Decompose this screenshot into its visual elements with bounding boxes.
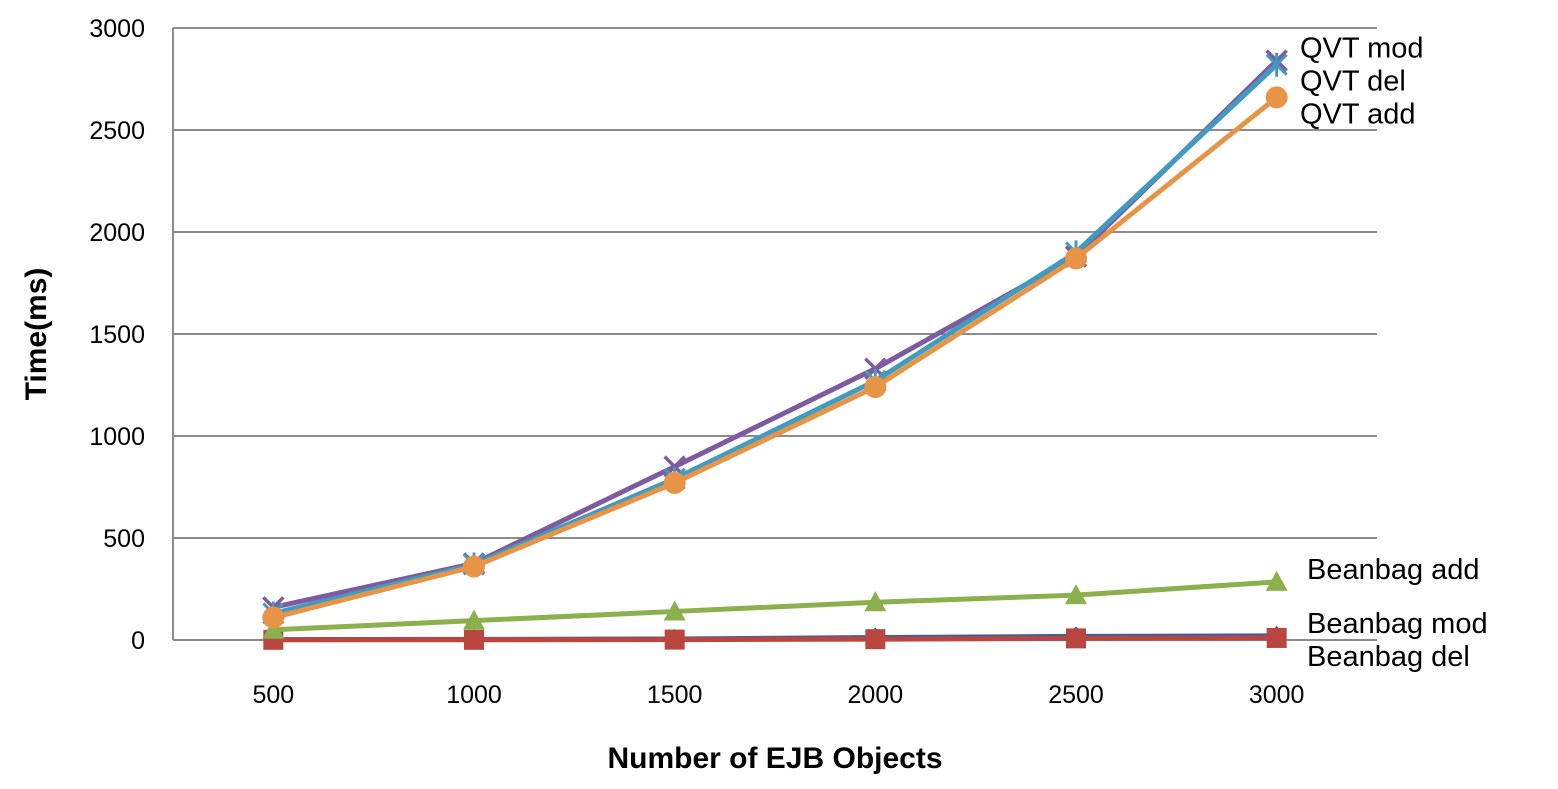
series-label: QVT add xyxy=(1300,99,1416,131)
series-label: Beanbag del xyxy=(1307,641,1470,673)
y-tick-label: 500 xyxy=(103,525,145,553)
series-qvt-add xyxy=(262,86,1288,629)
x-tick-label: 2500 xyxy=(1048,681,1104,709)
x-tick-label: 1000 xyxy=(446,681,502,709)
data-point-marker xyxy=(864,591,887,612)
x-axis-title: Number of EJB Objects xyxy=(607,742,942,775)
data-point-marker xyxy=(262,618,285,639)
y-tick-label: 2500 xyxy=(89,117,145,145)
data-point-marker xyxy=(865,629,886,650)
y-tick-label: 3000 xyxy=(89,15,145,43)
series-beanbag-add xyxy=(262,570,1288,639)
x-tick-label: 1500 xyxy=(647,681,703,709)
gridlines xyxy=(173,27,1377,641)
series-group xyxy=(262,49,1288,650)
data-point-marker xyxy=(463,609,485,630)
data-point-marker xyxy=(464,629,484,650)
series-qvt-del xyxy=(262,52,1288,626)
data-point-marker xyxy=(663,471,686,494)
y-axis-title: Time(ms) xyxy=(20,268,53,401)
series-line xyxy=(272,62,1279,616)
y-tick-label: 1000 xyxy=(89,423,145,451)
series-label: Beanbag add xyxy=(1307,554,1480,586)
x-tick-label: 2000 xyxy=(848,681,904,709)
data-point-marker xyxy=(663,600,686,621)
series-label: QVT del xyxy=(1300,66,1406,98)
series-line xyxy=(273,579,1277,633)
series-label: Beanbag mod xyxy=(1307,608,1488,640)
data-point-marker xyxy=(664,629,685,650)
data-point-marker xyxy=(1266,627,1287,648)
x-tick-label: 3000 xyxy=(1249,681,1305,709)
series-label: QVT mod xyxy=(1300,33,1424,65)
data-point-marker xyxy=(1065,247,1087,270)
series-line xyxy=(273,635,1277,643)
series-line xyxy=(272,95,1279,620)
y-tick-label: 1500 xyxy=(89,321,145,349)
axes: 0 500 1000 1500 2000 2500 3000 500 1000 1500 2000 2… xyxy=(89,15,1304,709)
data-point-marker xyxy=(262,606,285,629)
x-tick-label: 500 xyxy=(252,681,294,709)
data-point-marker xyxy=(1066,628,1086,649)
data-point-marker xyxy=(1065,584,1087,605)
data-point-marker xyxy=(463,555,485,578)
series-beanbag-del xyxy=(263,627,1287,650)
y-tick-label: 2000 xyxy=(89,219,145,247)
y-tick-label: 0 xyxy=(131,627,145,655)
data-point-marker xyxy=(1265,86,1288,109)
data-point-marker xyxy=(1265,52,1288,77)
data-point-marker xyxy=(864,376,887,399)
data-point-marker xyxy=(1265,570,1288,591)
